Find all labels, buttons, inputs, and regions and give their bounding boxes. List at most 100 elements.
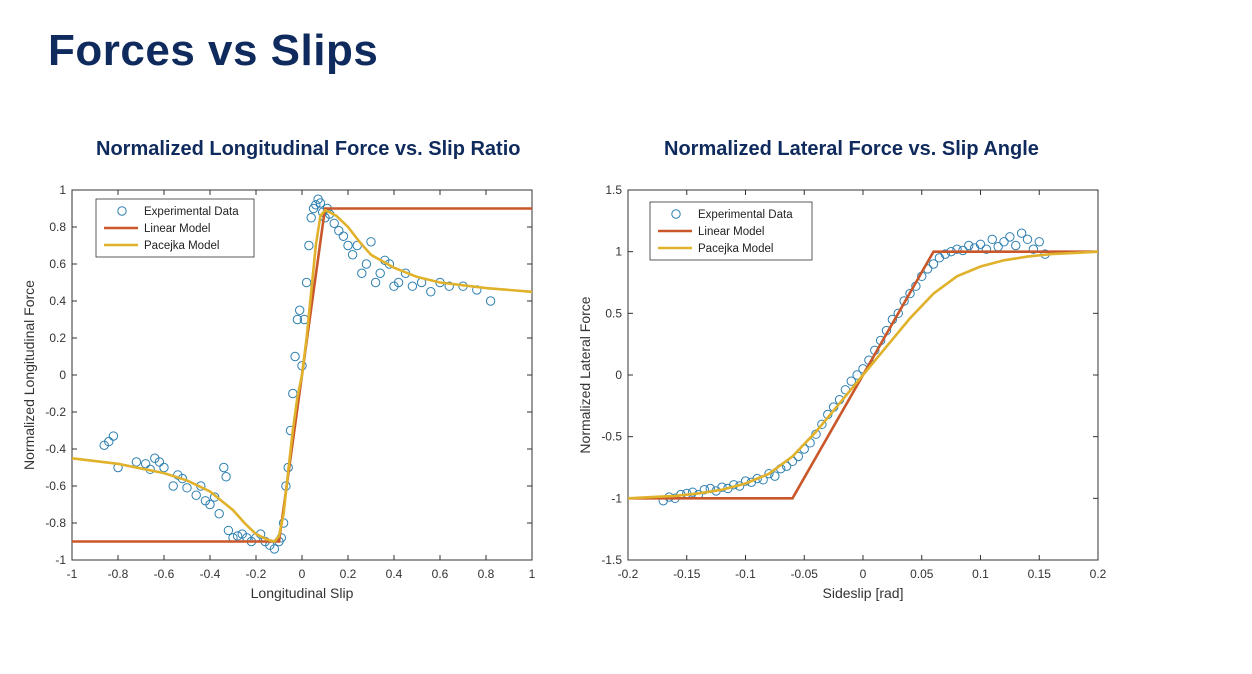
long-data-point: [269, 544, 280, 554]
long-pacejka-model-line: [72, 208, 532, 543]
lat-data-point: [699, 485, 710, 495]
lat-y-tick-label: 0.5: [605, 306, 622, 320]
lat-data-point: [1022, 234, 1033, 245]
long-data-point: [221, 472, 231, 482]
long-data-point: [334, 226, 344, 236]
long-data-point: [306, 213, 316, 223]
long-x-tick-label: -0.2: [246, 567, 267, 581]
lat-y-tick-label: 1: [615, 245, 622, 259]
long-x-tick-label: -1: [67, 567, 78, 581]
lat-data-point: [987, 234, 997, 245]
lat-x-tick-label: 0.2: [1090, 567, 1107, 581]
chart-longitudinal: -1 -0.8 -0.6 -0.4 -0.2 0 0.2 0.4 0.6 0.8 1 -1 -0.8 -0…: [21, 183, 536, 601]
lat-x-tick-label: -0.05: [791, 567, 819, 581]
slide-title: Forces vs Slips: [48, 26, 379, 75]
lat-x-tick-label: 0: [860, 567, 867, 581]
lat-data-point: [952, 244, 962, 254]
long-data-point: [444, 281, 454, 291]
long-legend-label-linear: Linear Model: [144, 223, 210, 235]
lat-data-point: [940, 249, 950, 259]
long-data-point: [301, 277, 312, 288]
long-y-tick-label: 0.2: [49, 331, 66, 345]
lat-y-tick-label: -1.5: [601, 553, 622, 567]
lat-data-point: [846, 376, 856, 386]
long-y-tick-label: 0.6: [49, 257, 66, 271]
lat-data-point: [1016, 228, 1027, 238]
lat-legend-label-pacejka: Pacejka Model: [698, 243, 773, 255]
long-x-axis-label: Longitudinal Slip: [251, 585, 354, 601]
lat-data-point: [893, 308, 903, 319]
lat-data-point: [764, 468, 774, 479]
long-data-point: [295, 305, 305, 315]
long-data-point: [407, 281, 418, 291]
long-legend-marker-experimental: [117, 206, 127, 216]
lat-data-point: [817, 419, 827, 430]
long-data-point: [304, 240, 314, 251]
long-x-tick-label: -0.4: [200, 567, 221, 581]
lat-legend-label-experimental: Experimental Data: [698, 209, 793, 221]
lat-y-tick-label: 0: [615, 368, 622, 382]
lat-data-point: [1011, 240, 1021, 251]
long-data-point: [393, 277, 404, 288]
long-data-point: [329, 218, 339, 228]
long-data-point: [375, 268, 385, 278]
lat-data-point: [770, 471, 780, 481]
long-y-tick-label: -0.8: [45, 516, 66, 530]
long-y-tick-label: -0.6: [45, 479, 66, 493]
long-data-point: [159, 462, 169, 473]
chart-title-longitudinal: Normalized Longitudinal Force vs. Slip R…: [96, 138, 521, 160]
lat-data-point: [687, 487, 698, 497]
long-legend-label-pacejka: Pacejka Model: [144, 240, 219, 252]
lat-data-point: [964, 240, 974, 251]
lat-y-tick-label: -1: [611, 491, 622, 505]
long-data-point: [182, 483, 192, 493]
long-data-point: [168, 481, 178, 491]
lat-data-point: [717, 482, 727, 492]
long-data-point: [223, 525, 234, 536]
long-data-point: [140, 459, 151, 469]
lat-legend-label-linear: Linear Model: [698, 226, 764, 238]
long-legend: Experimental Data Linear Model Pacejka Mod…: [95, 198, 255, 258]
long-legend-label-experimental: Experimental Data: [144, 206, 239, 218]
lat-legend: Experimental Data Linear Model Pacejka Mod…: [649, 201, 813, 261]
lat-x-tick-label: 0.15: [1028, 567, 1052, 581]
long-x-tick-label: 0.2: [340, 567, 357, 581]
chart-title-lateral: Normalized Lateral Force vs. Slip Angle: [664, 138, 1039, 160]
long-data-point: [426, 287, 436, 297]
long-y-axis-label: Normalized Longitudinal Force: [21, 280, 37, 470]
long-data-point: [292, 314, 303, 325]
long-data-point: [104, 436, 114, 447]
long-data-point: [154, 457, 165, 467]
long-data-point: [370, 277, 381, 288]
lat-data-point: [1005, 232, 1015, 242]
lat-data-point: [1034, 237, 1044, 247]
long-data-point: [131, 457, 142, 467]
lat-y-axis-label: Normalized Lateral Force: [577, 296, 593, 453]
long-data-point: [361, 259, 372, 269]
lat-x-tick-label: 0.05: [910, 567, 934, 581]
lat-y-tick-label: -0.5: [601, 430, 622, 444]
long-y-tick-label: 0.4: [49, 294, 66, 308]
long-x-tick-label: 0: [299, 567, 306, 581]
lat-x-tick-label: -0.15: [673, 567, 701, 581]
long-data-point: [191, 490, 201, 500]
long-x-tick-label: 0.6: [432, 567, 449, 581]
lat-data-point: [752, 473, 762, 484]
long-x-tick-label: -0.6: [154, 567, 175, 581]
long-data-point: [108, 431, 119, 441]
long-y-tick-label: -0.2: [45, 405, 66, 419]
long-y-tick-label: 1: [59, 183, 66, 197]
lat-x-tick-label: -0.2: [618, 567, 639, 581]
long-data-point: [315, 198, 326, 208]
chart-lateral: -0.2 -0.15 -0.1 -0.05 0 0.05 0.1 0.15 0.2 -1.5 -1 -…: [577, 183, 1107, 601]
lat-data-point: [1028, 244, 1039, 254]
long-x-tick-label: 0.4: [386, 567, 403, 581]
lat-pacejka-model-line: [628, 250, 1098, 500]
long-data-point: [311, 200, 321, 210]
long-y-tick-label: -0.4: [45, 442, 66, 456]
lat-legend-marker-experimental: [671, 209, 681, 219]
lat-x-tick-label: -0.1: [735, 567, 756, 581]
lat-data-point: [905, 288, 915, 299]
long-x-tick-label: 1: [529, 567, 536, 581]
lat-y-tick-label: 1.5: [605, 183, 622, 197]
